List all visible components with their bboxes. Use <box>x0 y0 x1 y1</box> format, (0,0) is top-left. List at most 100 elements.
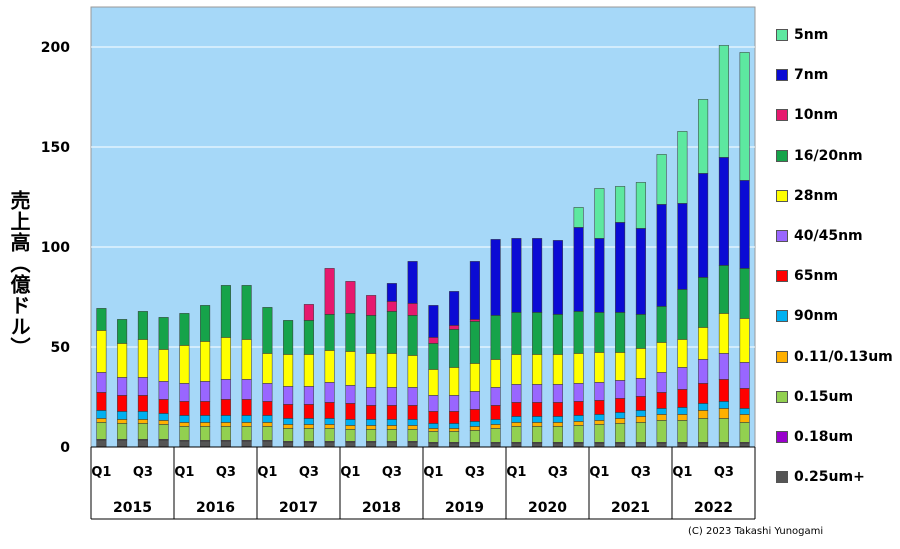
bar-segment <box>552 240 563 315</box>
bar-segment <box>386 429 397 442</box>
bar-segment <box>677 420 688 443</box>
bar-segment <box>552 422 563 427</box>
bar-segment <box>552 314 563 355</box>
y-tick-label: 200 <box>41 40 70 56</box>
legend-item: 10nm <box>776 105 838 125</box>
quarter-label: Q1 <box>340 465 360 480</box>
bar-segment <box>407 315 418 356</box>
legend-label: 10nm <box>794 107 839 124</box>
bar-segment <box>345 385 356 404</box>
bar-segment <box>698 359 709 384</box>
bar-segment <box>739 180 750 269</box>
bar-segment <box>117 395 128 412</box>
bar-segment <box>739 362 750 389</box>
bar-segment <box>718 313 729 354</box>
bar-segment <box>490 239 501 316</box>
bar-segment <box>594 420 605 425</box>
legend-label: 0.15um <box>794 388 854 405</box>
bar-segment <box>241 379 252 400</box>
quarter-label: Q3 <box>133 465 153 480</box>
year-label: 2018 <box>362 500 401 516</box>
legend-label: 16/20nm <box>794 147 863 164</box>
bar-segment <box>117 319 128 344</box>
bar-segment <box>532 442 543 448</box>
bar-segment <box>428 395 439 412</box>
bar-segment <box>303 386 314 405</box>
bar-segment <box>677 389 688 408</box>
bar-segment <box>137 339 148 378</box>
bar-segment <box>594 382 605 401</box>
bar-segment <box>158 420 169 425</box>
bar-segment <box>241 339 252 380</box>
bar-segment <box>345 419 356 426</box>
legend-label: 7nm <box>794 67 829 84</box>
bar-segment <box>324 268 335 315</box>
bar-segment <box>241 422 252 427</box>
bar-segment <box>428 411 439 424</box>
bar-segment <box>428 431 439 443</box>
bar-segment <box>303 441 314 448</box>
bar-segment <box>366 419 377 426</box>
bar-segment <box>552 426 563 443</box>
bar-segment <box>366 315 377 354</box>
bar-segment <box>303 354 314 387</box>
bar-segment <box>511 422 522 427</box>
bar-segment <box>552 384 563 403</box>
bar-segment <box>220 399 231 416</box>
bar-segment <box>345 429 356 442</box>
bar-segment <box>656 392 667 409</box>
bar-segment <box>366 429 377 442</box>
bar-segment <box>158 413 169 421</box>
bar-segment <box>179 440 190 448</box>
bar-segment <box>635 410 646 417</box>
year-label: 2016 <box>196 500 235 516</box>
bar-segment <box>220 379 231 400</box>
bar-segment <box>635 182 646 229</box>
bar-segment <box>469 409 480 422</box>
bar-segment <box>386 283 397 302</box>
bar-segment <box>428 305 439 338</box>
bar-segment <box>407 261 418 304</box>
legend-swatch <box>776 471 788 484</box>
bar-segment <box>739 414 750 423</box>
bar-segment <box>366 353 377 388</box>
bar-segment <box>283 428 294 442</box>
bar-segment <box>532 422 543 427</box>
bar-segment <box>262 353 273 384</box>
bar-segment <box>511 312 522 355</box>
bar-segment <box>428 428 439 432</box>
bar-segment <box>698 277 709 328</box>
legend-label: 28nm <box>794 187 839 204</box>
bar-segment <box>303 424 314 429</box>
bar-segment <box>490 387 501 406</box>
legend-swatch <box>776 431 788 443</box>
bar-segment <box>469 261 480 320</box>
legend-swatch <box>776 29 788 41</box>
bar-segment <box>386 301 397 312</box>
bar-segment <box>635 314 646 349</box>
bar-segment <box>739 442 750 448</box>
bar-segment <box>303 304 314 321</box>
legend-item: 5nm <box>776 25 828 45</box>
bar-segment <box>407 387 418 406</box>
bar-segment <box>511 442 522 448</box>
bar-segment <box>324 314 335 351</box>
bar-segment <box>220 415 231 423</box>
bars-layer <box>96 45 750 448</box>
bar-segment <box>718 379 729 402</box>
bar-segment <box>573 442 584 448</box>
bar-segment <box>137 423 148 440</box>
bar-segment <box>220 426 231 441</box>
bar-segment <box>490 442 501 448</box>
bar-segment <box>386 405 397 420</box>
bar-segment <box>511 402 522 417</box>
bar-segment <box>96 439 107 448</box>
bar-segment <box>677 131 688 204</box>
legend-label: 0.25um+ <box>794 469 865 486</box>
bar-segment <box>179 426 190 441</box>
legend-label: 90nm <box>794 308 839 325</box>
bar-segment <box>635 442 646 448</box>
bar-segment <box>573 425 584 443</box>
bar-segment <box>698 99 709 174</box>
bar-segment <box>283 424 294 429</box>
